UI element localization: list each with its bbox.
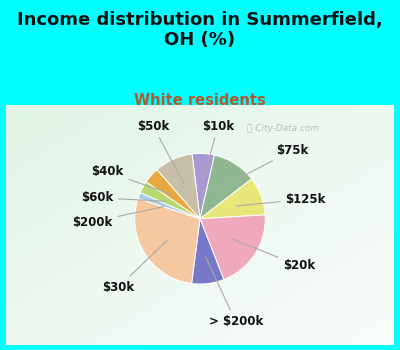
Text: > $200k: > $200k — [206, 257, 263, 328]
Text: $50k: $50k — [137, 120, 184, 183]
Text: $20k: $20k — [233, 239, 315, 272]
Text: $40k: $40k — [91, 165, 170, 194]
Wedge shape — [135, 198, 200, 284]
Text: $60k: $60k — [81, 191, 166, 204]
Wedge shape — [138, 193, 200, 219]
Wedge shape — [157, 154, 200, 219]
Text: $10k: $10k — [202, 120, 234, 180]
Wedge shape — [200, 215, 265, 280]
Wedge shape — [200, 179, 265, 219]
Wedge shape — [192, 154, 214, 219]
Wedge shape — [200, 155, 252, 219]
Wedge shape — [140, 182, 200, 219]
Text: 🔵 City-Data.com: 🔵 City-Data.com — [246, 124, 319, 133]
Text: $30k: $30k — [102, 240, 168, 294]
Text: $75k: $75k — [222, 144, 309, 187]
Text: Income distribution in Summerfield,
OH (%): Income distribution in Summerfield, OH (… — [17, 10, 383, 49]
Text: $125k: $125k — [236, 193, 326, 206]
Text: $200k: $200k — [72, 206, 164, 229]
Wedge shape — [192, 219, 224, 284]
Text: White residents: White residents — [134, 93, 266, 108]
Wedge shape — [146, 170, 200, 219]
